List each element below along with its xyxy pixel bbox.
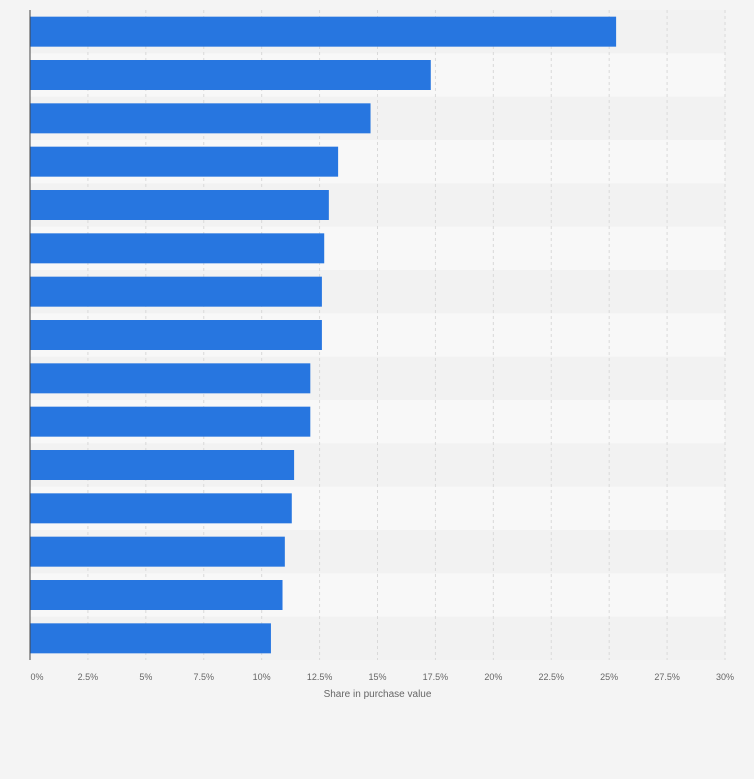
bar [30, 363, 311, 394]
x-tick-label: 27.5% [654, 672, 680, 682]
bar [30, 623, 271, 654]
bar [30, 60, 431, 90]
x-tick-label: 2.5% [78, 672, 99, 682]
x-tick-label: 10% [253, 672, 271, 682]
bar [30, 276, 322, 307]
bar [30, 16, 617, 47]
x-tick-label: 5% [139, 672, 152, 682]
x-tick-label: 7.5% [193, 672, 214, 682]
bar [30, 580, 283, 610]
x-tick-labels: 0% 2.5% 5% 7.5% 10% 12.5% 15% 17.5% 20% 22.5% 25% 2… [30, 672, 734, 682]
x-tick-label: 30% [716, 672, 734, 682]
bar [30, 146, 339, 177]
bar [30, 320, 322, 350]
bar [30, 103, 371, 134]
x-axis-title: Share in purchase value [324, 689, 432, 700]
bar [30, 233, 325, 264]
x-tick-label: 17.5% [423, 672, 449, 682]
x-tick-label: 25% [600, 672, 618, 682]
x-tick-label: 20% [484, 672, 502, 682]
bar [30, 190, 329, 220]
bar [30, 406, 311, 437]
x-tick-label: 12.5% [307, 672, 333, 682]
bars [30, 16, 617, 654]
x-tick-label: 15% [368, 672, 386, 682]
bar [30, 536, 285, 567]
bar [30, 450, 295, 480]
x-tick-label: 0% [30, 672, 43, 682]
x-tick-label: 22.5% [538, 672, 564, 682]
bar [30, 493, 292, 524]
